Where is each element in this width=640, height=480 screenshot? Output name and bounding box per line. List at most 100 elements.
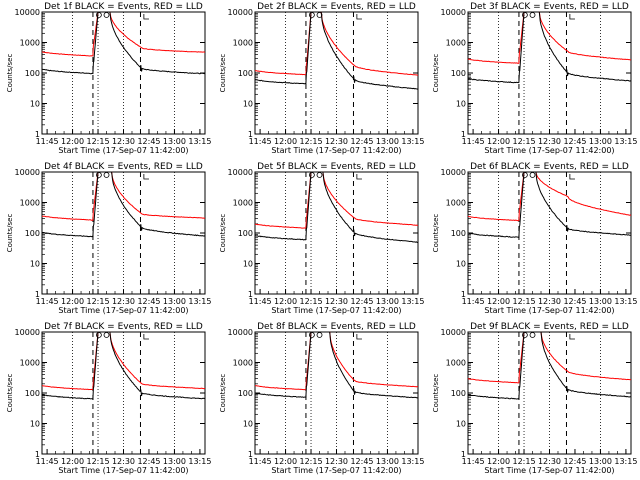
panel-title: Det 4f BLACK = Events, RED = LLD [44, 162, 203, 172]
x-tick-label: 11:45 [249, 137, 272, 146]
x-tick-label: 12:30 [112, 137, 135, 146]
x-tick-label: 13:00 [163, 297, 186, 306]
events-series-line [254, 171, 419, 243]
x-tick-label: 13:00 [376, 457, 399, 466]
y-tick-label: 1000 [233, 199, 253, 208]
y-tick-label: 1000 [446, 39, 466, 48]
x-tick-label: 12:30 [112, 457, 135, 466]
events-series-line [254, 11, 419, 90]
peak-marker [316, 332, 323, 338]
y-axis-label: Counts/sec [6, 374, 14, 413]
lld-series-line [41, 171, 205, 221]
bracket-marker [356, 14, 362, 20]
x-tick-label: 12:45 [350, 137, 373, 146]
x-tick-label: 12:45 [137, 297, 160, 306]
events-series-line [467, 11, 632, 84]
x-tick-label: 12:00 [274, 297, 297, 306]
detector-panel-9: Det 9f BLACK = Events, RED = LLD 1 10 100 10… [432, 322, 637, 475]
detector-panel-8: Det 8f BLACK = Events, RED = LLD 1 10 100 10… [219, 322, 424, 475]
x-tick-label: 12:15 [300, 457, 323, 466]
y-tick-label: 100 [25, 389, 40, 398]
events-series-line [41, 331, 206, 400]
panel-title: Det 5f BLACK = Events, RED = LLD [257, 162, 416, 172]
y-tick-label: 10000 [15, 328, 40, 337]
x-tick-label: 12:30 [112, 297, 135, 306]
lld-series-line [255, 11, 419, 76]
x-tick-label: 13:15 [614, 137, 637, 146]
y-tick-label: 10000 [228, 8, 253, 17]
events-series-line [42, 11, 206, 75]
peak-marker [103, 172, 110, 178]
y-tick-label: 1 [248, 450, 253, 459]
x-tick-label: 12:00 [274, 137, 297, 146]
y-tick-label: 100 [238, 389, 253, 398]
x-tick-label: 12:00 [61, 137, 84, 146]
x-axis-label: Start Time (17-Sep-07 11:42:00) [484, 466, 614, 475]
x-tick-label: 11:45 [249, 297, 272, 306]
detector-panel-1: Det 1f BLACK = Events, RED = LLD 1 10 100 10… [6, 2, 211, 155]
x-tick-label: 12:00 [61, 297, 84, 306]
panel-title: Det 8f BLACK = Events, RED = LLD [257, 322, 416, 332]
lld-series-line [42, 331, 206, 391]
x-tick-label: 11:45 [36, 297, 59, 306]
x-tick-label: 13:00 [163, 457, 186, 466]
y-axis-label: Counts/sec [6, 214, 14, 253]
y-tick-label: 100 [238, 69, 253, 78]
y-tick-label: 10000 [228, 328, 253, 337]
y-tick-label: 10 [243, 420, 253, 429]
y-tick-label: 100 [451, 69, 466, 78]
y-tick-label: 1000 [20, 39, 40, 48]
x-tick-label: 13:15 [401, 297, 424, 306]
events-series-line [467, 331, 632, 400]
detector-panel-6: Det 6f BLACK = Events, RED = LLD 1 10 100 10… [432, 162, 637, 315]
x-tick-label: 11:45 [462, 457, 485, 466]
x-tick-label: 11:45 [36, 457, 59, 466]
y-tick-label: 1 [248, 130, 253, 139]
x-tick-label: 12:45 [563, 297, 586, 306]
x-tick-label: 12:00 [61, 457, 84, 466]
x-tick-label: 13:15 [401, 137, 424, 146]
y-axis-label: Counts/sec [432, 54, 440, 93]
x-tick-label: 12:15 [87, 137, 110, 146]
x-axis-label: Start Time (17-Sep-07 11:42:00) [484, 306, 614, 315]
panel-title: Det 1f BLACK = Events, RED = LLD [44, 2, 203, 12]
y-tick-label: 100 [238, 229, 253, 238]
y-tick-label: 10 [243, 100, 253, 109]
y-tick-label: 1 [461, 450, 466, 459]
x-tick-label: 12:15 [87, 297, 110, 306]
bracket-marker [569, 334, 575, 340]
x-tick-label: 13:00 [589, 457, 612, 466]
x-tick-label: 12:45 [563, 457, 586, 466]
y-tick-label: 10000 [15, 8, 40, 17]
detector-panel-5: Det 5f BLACK = Events, RED = LLD 1 10 100 10… [219, 162, 424, 315]
x-tick-label: 13:15 [401, 457, 424, 466]
events-series-line [41, 171, 206, 238]
x-axis-label: Start Time (17-Sep-07 11:42:00) [484, 146, 614, 155]
y-tick-label: 10000 [228, 168, 253, 177]
y-tick-label: 1 [35, 450, 40, 459]
y-tick-label: 10000 [15, 168, 40, 177]
x-tick-label: 11:45 [462, 297, 485, 306]
y-axis-label: Counts/sec [6, 54, 14, 93]
x-tick-label: 13:15 [188, 297, 211, 306]
y-axis-label: Counts/sec [432, 374, 440, 413]
y-tick-label: 1 [35, 290, 40, 299]
bracket-marker [569, 14, 575, 20]
panel-title: Det 7f BLACK = Events, RED = LLD [44, 322, 203, 332]
y-tick-label: 1000 [20, 359, 40, 368]
panel-title: Det 3f BLACK = Events, RED = LLD [470, 2, 629, 12]
lld-series-line [255, 331, 418, 391]
y-tick-label: 10 [30, 100, 40, 109]
bracket-marker [356, 174, 362, 180]
y-tick-label: 10000 [441, 168, 466, 177]
x-tick-label: 12:15 [300, 137, 323, 146]
x-tick-label: 12:45 [563, 137, 586, 146]
y-tick-label: 10 [243, 260, 253, 269]
panel-title: Det 9f BLACK = Events, RED = LLD [470, 322, 629, 332]
bracket-marker [356, 334, 362, 340]
y-tick-label: 1 [248, 290, 253, 299]
bracket-marker [143, 174, 149, 180]
bracket-marker [143, 14, 149, 20]
